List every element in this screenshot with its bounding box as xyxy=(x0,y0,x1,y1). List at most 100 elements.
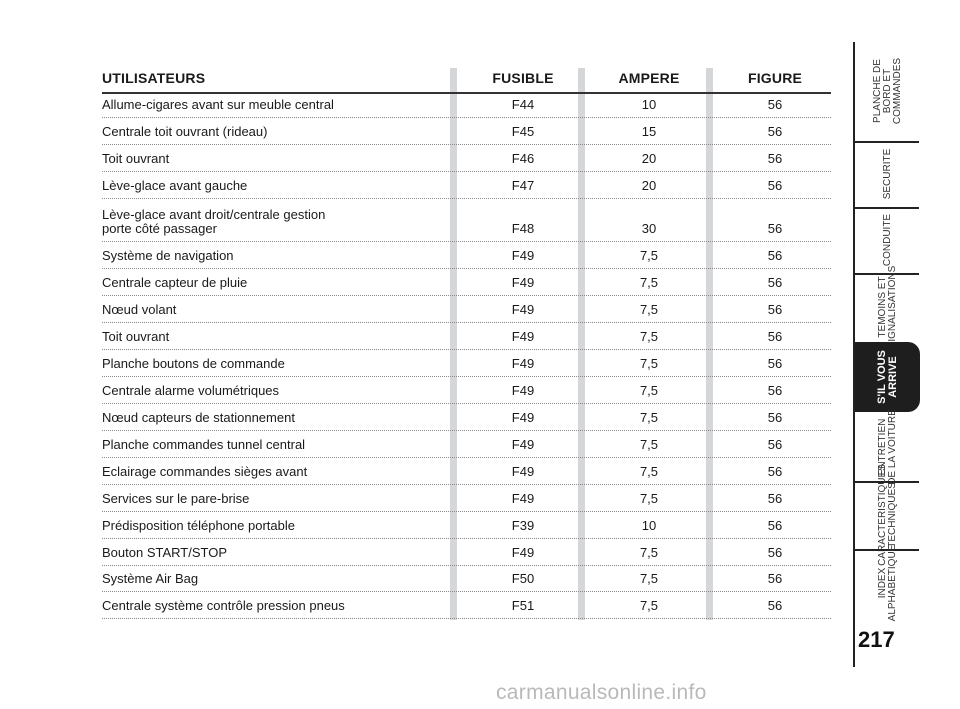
user-cell: Centrale toit ouvrant (rideau) xyxy=(102,124,268,139)
page-number: 217 xyxy=(858,627,895,652)
table-row: Centrale alarme volumétriques F49 7,5 56 xyxy=(102,381,831,404)
tab-caracteristiques[interactable]: CARACTERISTIQUES TECHNIQUES xyxy=(855,464,920,566)
fuse-cell: F49 xyxy=(511,275,535,290)
ampere-cell: 20 xyxy=(641,178,657,193)
user-cell: Système Air Bag xyxy=(102,571,199,586)
table-row: Planche commandes tunnel central F49 7,5 56 xyxy=(102,435,831,458)
ampere-cell: 10 xyxy=(641,97,657,112)
row-divider xyxy=(102,268,831,269)
tab-separator xyxy=(855,207,919,209)
nav-spine xyxy=(853,42,855,667)
figure-cell: 56 xyxy=(767,464,783,479)
tab-separator xyxy=(855,549,919,551)
ampere-cell: 7,5 xyxy=(639,464,659,479)
table-row: Lève-glace avant droit/centrale gestion … xyxy=(102,203,831,242)
tab-temoins[interactable]: TEMOINS ET SIGNALISATIONS xyxy=(855,266,920,349)
ampere-cell: 10 xyxy=(641,518,657,533)
row-divider xyxy=(102,144,831,145)
figure-cell: 56 xyxy=(767,383,783,398)
table-row: Centrale capteur de pluie F49 7,5 56 xyxy=(102,273,831,296)
table-row: Système de navigation F49 7,5 56 xyxy=(102,246,831,269)
ampere-cell: 7,5 xyxy=(639,302,659,317)
watermark[interactable]: carmanualsonline.info xyxy=(496,681,707,704)
figure-cell: 56 xyxy=(767,598,783,613)
row-divider xyxy=(102,117,831,118)
fuse-cell: F51 xyxy=(511,598,535,613)
row-divider xyxy=(102,430,831,431)
ampere-cell: 7,5 xyxy=(639,329,659,344)
table-row: Prédisposition téléphone portable F39 10 56 xyxy=(102,516,831,539)
user-cell: Bouton START/STOP xyxy=(102,545,227,560)
table-row: Allume-cigares avant sur meuble central F… xyxy=(102,95,831,118)
row-divider xyxy=(102,198,831,199)
tab-separator xyxy=(855,481,919,483)
tab-conduite[interactable]: CONDUITE xyxy=(855,208,920,272)
tab-label: PLANCHE DE BORD ET COMMANDES xyxy=(871,57,903,125)
tab-securite[interactable]: SECURITE xyxy=(855,142,920,206)
fuse-cell: F48 xyxy=(511,221,535,236)
row-divider xyxy=(102,403,831,404)
fuse-cell: F44 xyxy=(511,97,535,112)
table-row: Services sur le pare-brise F49 7,5 56 xyxy=(102,489,831,512)
table-row: Toit ouvrant F49 7,5 56 xyxy=(102,327,831,350)
tab-index[interactable]: INDEX ALPHABETIQUE xyxy=(855,545,920,622)
row-divider xyxy=(102,618,831,619)
user-cell: Centrale système contrôle pression pneus xyxy=(102,598,345,613)
fuse-cell: F45 xyxy=(511,124,535,139)
user-cell: Planche boutons de commande xyxy=(102,356,285,371)
user-cell: Centrale capteur de pluie xyxy=(102,275,248,290)
ampere-cell: 7,5 xyxy=(639,410,659,425)
user-cell: Centrale alarme volumétriques xyxy=(102,383,280,398)
row-divider xyxy=(102,376,831,377)
column-separator-figure xyxy=(706,68,713,620)
row-divider xyxy=(102,511,831,512)
tab-label: TEMOINS ET SIGNALISATIONS xyxy=(876,265,898,349)
user-cell: Toit ouvrant xyxy=(102,329,170,344)
table-row: Eclairage commandes sièges avant F49 7,5 56 xyxy=(102,462,831,485)
row-divider xyxy=(102,538,831,539)
ampere-cell: 7,5 xyxy=(639,545,659,560)
user-cell: Système de navigation xyxy=(102,248,234,263)
fuse-cell: F50 xyxy=(511,571,535,586)
ampere-cell: 30 xyxy=(641,221,657,236)
user-cell: Prédisposition téléphone portable xyxy=(102,518,295,533)
fuse-cell: F49 xyxy=(511,248,535,263)
ampere-cell: 7,5 xyxy=(639,437,659,452)
tab-label: SECURITE xyxy=(881,148,893,200)
fuse-cell: F49 xyxy=(511,302,535,317)
figure-cell: 56 xyxy=(767,302,783,317)
fuse-cell: F49 xyxy=(511,545,535,560)
column-separator-fuse xyxy=(450,68,457,620)
tab-separator xyxy=(855,141,919,143)
figure-cell: 56 xyxy=(767,329,783,344)
tab-label: CONDUITE xyxy=(881,213,893,267)
header-rule xyxy=(102,92,831,94)
table-row: Toit ouvrant F46 20 56 xyxy=(102,149,831,172)
row-divider xyxy=(102,295,831,296)
fuse-cell: F49 xyxy=(511,383,535,398)
row-divider xyxy=(102,591,831,592)
header-fuse: FUSIBLE xyxy=(492,70,554,86)
ampere-cell: 7,5 xyxy=(639,598,659,613)
user-cell: Eclairage commandes sièges avant xyxy=(102,464,308,479)
tab-sil-vous-arrive[interactable]: S'IL VOUS ARRIVE xyxy=(855,342,920,412)
tab-planche-de-bord[interactable]: PLANCHE DE BORD ET COMMANDES xyxy=(855,42,920,140)
figure-cell: 56 xyxy=(767,248,783,263)
fuse-cell: F49 xyxy=(511,329,535,344)
user-cell: Services sur le pare-brise xyxy=(102,491,250,506)
table-row: Lève-glace avant gauche F47 20 56 xyxy=(102,176,831,199)
user-cell: Nœud capteurs de stationnement xyxy=(102,410,295,425)
ampere-cell: 15 xyxy=(641,124,657,139)
row-divider xyxy=(102,349,831,350)
figure-cell: 56 xyxy=(767,221,783,236)
ampere-cell: 20 xyxy=(641,151,657,166)
table-row: Nœud capteurs de stationnement F49 7,5 56 xyxy=(102,408,831,431)
header-ampere: AMPERE xyxy=(618,70,680,86)
ampere-cell: 7,5 xyxy=(639,275,659,290)
table-row: Planche boutons de commande F49 7,5 56 xyxy=(102,354,831,377)
row-divider xyxy=(102,565,831,566)
table-row: Centrale toit ouvrant (rideau) F45 15 56 xyxy=(102,122,831,145)
figure-cell: 56 xyxy=(767,491,783,506)
row-divider xyxy=(102,484,831,485)
